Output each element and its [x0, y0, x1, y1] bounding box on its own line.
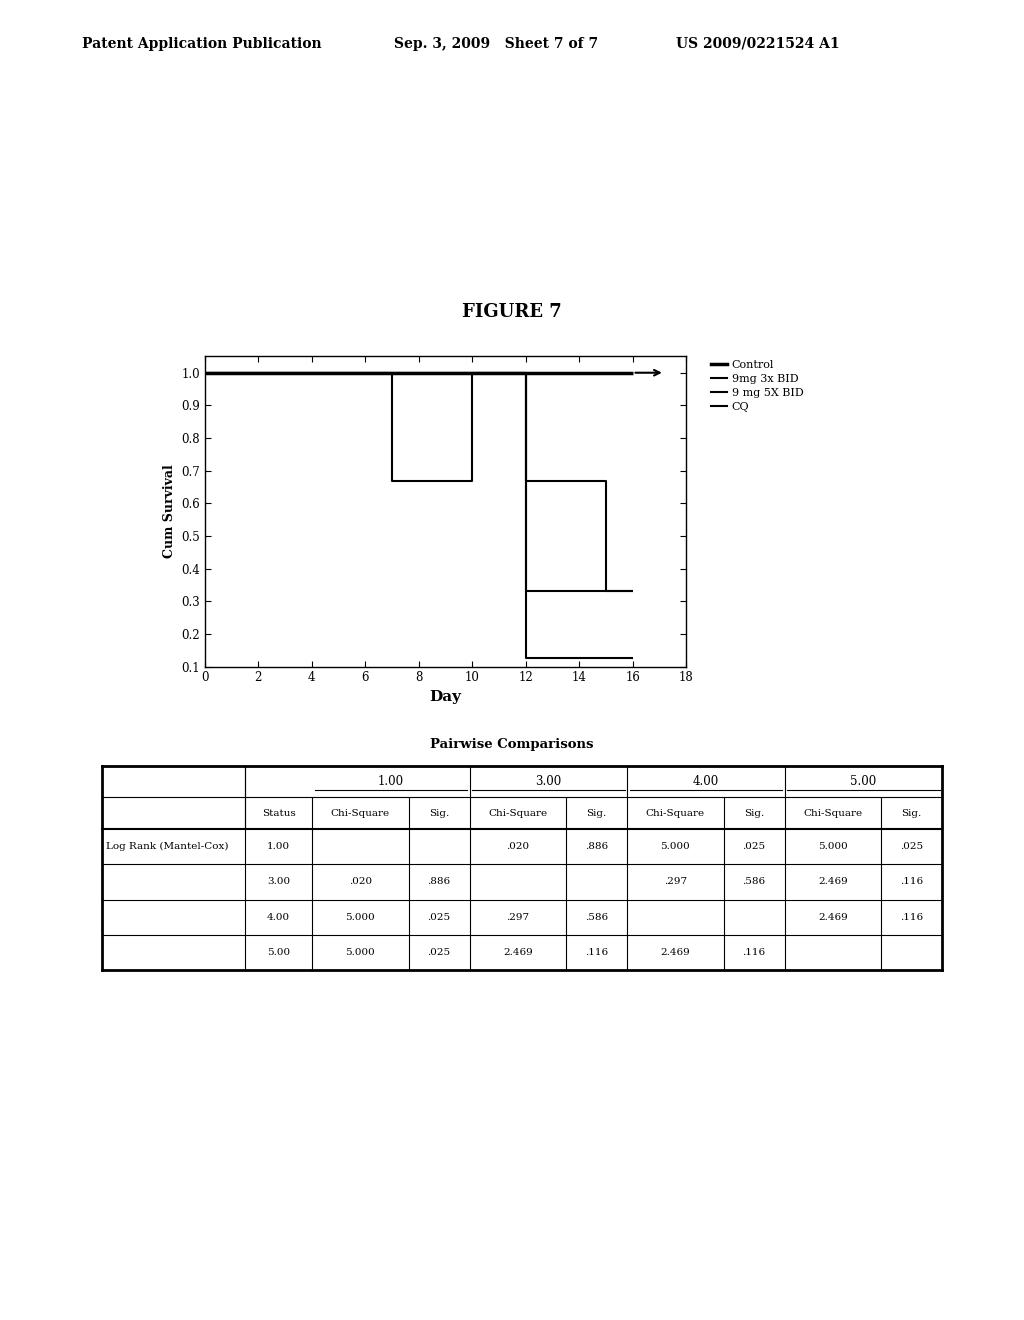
Text: Sig.: Sig. — [587, 809, 606, 817]
Text: .886: .886 — [585, 842, 608, 851]
Text: .116: .116 — [900, 912, 923, 921]
Text: .886: .886 — [427, 878, 451, 887]
Text: Sig.: Sig. — [429, 809, 450, 817]
Text: Chi-Square: Chi-Square — [331, 809, 390, 817]
Text: Sig.: Sig. — [901, 809, 922, 817]
Text: 5.000: 5.000 — [660, 842, 690, 851]
Text: US 2009/0221524 A1: US 2009/0221524 A1 — [676, 37, 840, 50]
Text: Log Rank (Mantel-Cox): Log Rank (Mantel-Cox) — [105, 842, 228, 851]
Text: .116: .116 — [900, 878, 923, 887]
Text: 5.000: 5.000 — [345, 948, 375, 957]
Text: 5.000: 5.000 — [345, 912, 375, 921]
Text: Pairwise Comparisons: Pairwise Comparisons — [430, 738, 594, 751]
Text: 4.00: 4.00 — [692, 775, 719, 788]
Text: Patent Application Publication: Patent Application Publication — [82, 37, 322, 50]
Text: .297: .297 — [506, 912, 529, 921]
Text: .297: .297 — [664, 878, 687, 887]
Text: 2.469: 2.469 — [818, 912, 848, 921]
Text: 5.00: 5.00 — [267, 948, 290, 957]
Text: 5.00: 5.00 — [850, 775, 877, 788]
Text: .020: .020 — [506, 842, 529, 851]
Text: 3.00: 3.00 — [267, 878, 290, 887]
Text: FIGURE 7: FIGURE 7 — [462, 302, 562, 321]
Text: .116: .116 — [742, 948, 766, 957]
Text: 4.00: 4.00 — [267, 912, 290, 921]
Text: 2.469: 2.469 — [503, 948, 532, 957]
Y-axis label: Cum Survival: Cum Survival — [163, 465, 176, 558]
Text: .025: .025 — [900, 842, 923, 851]
Text: Chi-Square: Chi-Square — [803, 809, 862, 817]
Text: Chi-Square: Chi-Square — [646, 809, 705, 817]
Legend: Control, 9mg 3x BID, 9 mg 5X BID, CQ: Control, 9mg 3x BID, 9 mg 5X BID, CQ — [707, 356, 808, 416]
Text: Sep. 3, 2009   Sheet 7 of 7: Sep. 3, 2009 Sheet 7 of 7 — [394, 37, 598, 50]
Text: .020: .020 — [349, 878, 372, 887]
Text: .586: .586 — [742, 878, 766, 887]
Text: .025: .025 — [427, 948, 451, 957]
Text: Chi-Square: Chi-Square — [488, 809, 548, 817]
Text: .025: .025 — [742, 842, 766, 851]
Text: 1.00: 1.00 — [378, 775, 403, 788]
X-axis label: Day: Day — [429, 690, 462, 704]
Text: 1.00: 1.00 — [267, 842, 290, 851]
Text: Status: Status — [262, 809, 296, 817]
Text: 3.00: 3.00 — [536, 775, 561, 788]
Text: .116: .116 — [585, 948, 608, 957]
Text: Sig.: Sig. — [744, 809, 764, 817]
Text: .025: .025 — [427, 912, 451, 921]
Text: .586: .586 — [585, 912, 608, 921]
Text: 2.469: 2.469 — [660, 948, 690, 957]
Text: 2.469: 2.469 — [818, 878, 848, 887]
Text: 5.000: 5.000 — [818, 842, 848, 851]
